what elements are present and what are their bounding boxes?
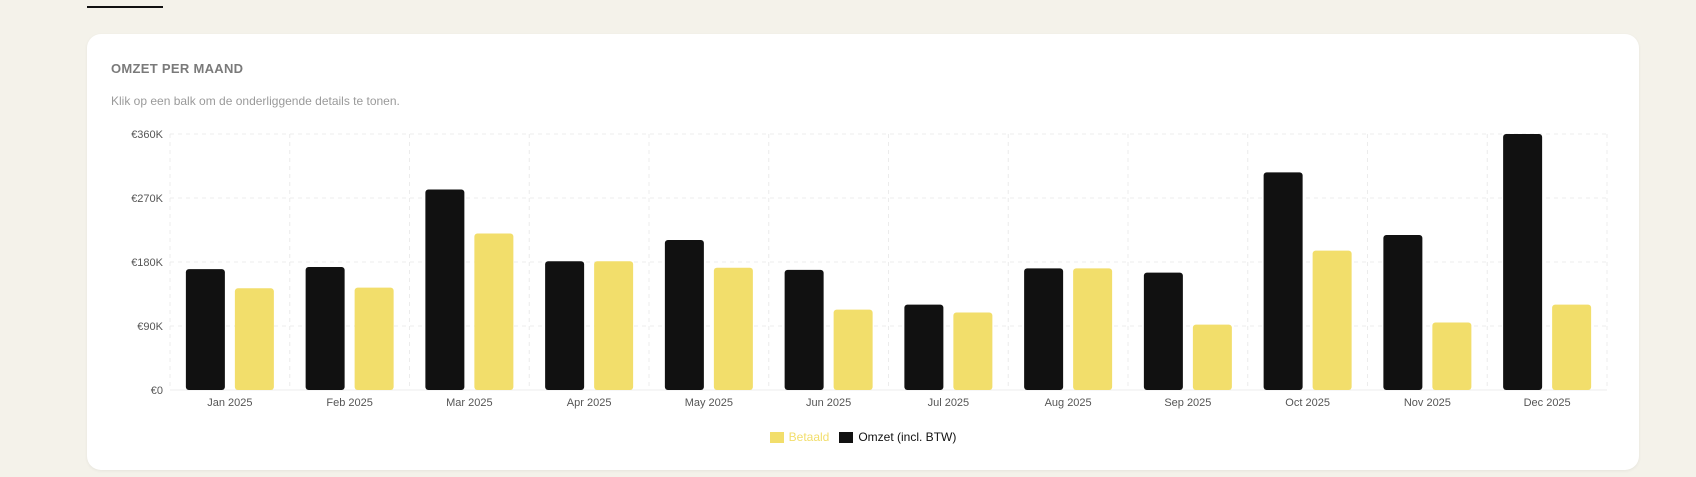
bar-omzet[interactable] bbox=[1143, 272, 1183, 390]
x-tick-label: Jul 2025 bbox=[928, 397, 970, 409]
x-axis-ticks: Jan 2025 Feb 2025 Mar 2025 Apr 2025 May 2025… bbox=[207, 397, 1570, 409]
bar-omzet[interactable] bbox=[904, 304, 944, 390]
legend-label-betaald: Betaald bbox=[788, 430, 830, 444]
bar-betaald[interactable] bbox=[474, 233, 514, 390]
x-tick-label: Aug 2025 bbox=[1045, 397, 1092, 409]
bar-omzet[interactable] bbox=[545, 261, 585, 390]
legend-item-betaald[interactable]: Betaald bbox=[769, 430, 830, 444]
revenue-chart-card: OMZET PER MAAND Klik op een balk om de o… bbox=[87, 34, 1639, 470]
bar-omzet[interactable] bbox=[784, 269, 824, 390]
x-tick-label: Feb 2025 bbox=[326, 397, 372, 409]
bar-omzet[interactable] bbox=[664, 239, 704, 390]
y-axis-ticks: €0 €90K €180K €270K €360K bbox=[131, 129, 163, 397]
revenue-bar-chart: €0 €90K €180K €270K €360K Jan 2025 Feb 2025 Ma… bbox=[131, 129, 1608, 409]
y-tick-label: €0 bbox=[151, 385, 163, 397]
legend-label-omzet: Omzet (incl. BTW) bbox=[858, 430, 957, 444]
active-tab-indicator bbox=[87, 6, 163, 8]
legend-item-omzet[interactable]: Omzet (incl. BTW) bbox=[839, 430, 956, 444]
x-tick-label: Apr 2025 bbox=[567, 397, 612, 409]
x-tick-label: Oct 2025 bbox=[1285, 397, 1330, 409]
grid-layer bbox=[169, 133, 1608, 391]
bar-omzet[interactable] bbox=[1503, 134, 1543, 390]
card-subtitle: Klik op een balk om de onderliggende det… bbox=[111, 94, 400, 108]
x-tick-label: Dec 2025 bbox=[1524, 397, 1571, 409]
x-tick-label: May 2025 bbox=[685, 397, 733, 409]
bar-betaald[interactable] bbox=[713, 267, 753, 390]
y-tick-label: €180K bbox=[131, 257, 163, 269]
bar-betaald[interactable] bbox=[1552, 304, 1592, 390]
bar-betaald[interactable] bbox=[953, 312, 993, 390]
y-tick-label: €360K bbox=[131, 129, 163, 141]
bar-omzet[interactable] bbox=[1024, 268, 1064, 390]
bars-layer bbox=[185, 134, 1592, 390]
bar-betaald[interactable] bbox=[354, 287, 394, 390]
x-tick-label: Jan 2025 bbox=[207, 397, 252, 409]
legend-swatch-omzet bbox=[839, 431, 854, 443]
y-tick-label: €90K bbox=[137, 321, 163, 333]
bar-betaald[interactable] bbox=[594, 261, 634, 390]
bar-betaald[interactable] bbox=[1073, 268, 1113, 390]
y-tick-label: €270K bbox=[131, 193, 163, 205]
x-tick-label: Sep 2025 bbox=[1164, 397, 1211, 409]
bar-betaald[interactable] bbox=[833, 309, 873, 390]
bar-omzet[interactable] bbox=[1383, 234, 1423, 390]
bar-omzet[interactable] bbox=[425, 189, 465, 390]
bar-betaald[interactable] bbox=[1312, 250, 1352, 390]
x-tick-label: Jun 2025 bbox=[806, 397, 851, 409]
legend-swatch-betaald bbox=[769, 431, 784, 443]
x-tick-label: Nov 2025 bbox=[1404, 397, 1451, 409]
bar-omzet[interactable] bbox=[1263, 172, 1303, 390]
bar-betaald[interactable] bbox=[234, 288, 274, 390]
bar-omzet[interactable] bbox=[305, 266, 345, 390]
bar-omzet[interactable] bbox=[185, 269, 225, 390]
chart-legend: Betaald Omzet (incl. BTW) bbox=[87, 430, 1639, 444]
bar-betaald[interactable] bbox=[1432, 322, 1472, 390]
bar-betaald[interactable] bbox=[1192, 324, 1232, 390]
x-tick-label: Mar 2025 bbox=[446, 397, 492, 409]
card-title: OMZET PER MAAND bbox=[111, 61, 244, 76]
